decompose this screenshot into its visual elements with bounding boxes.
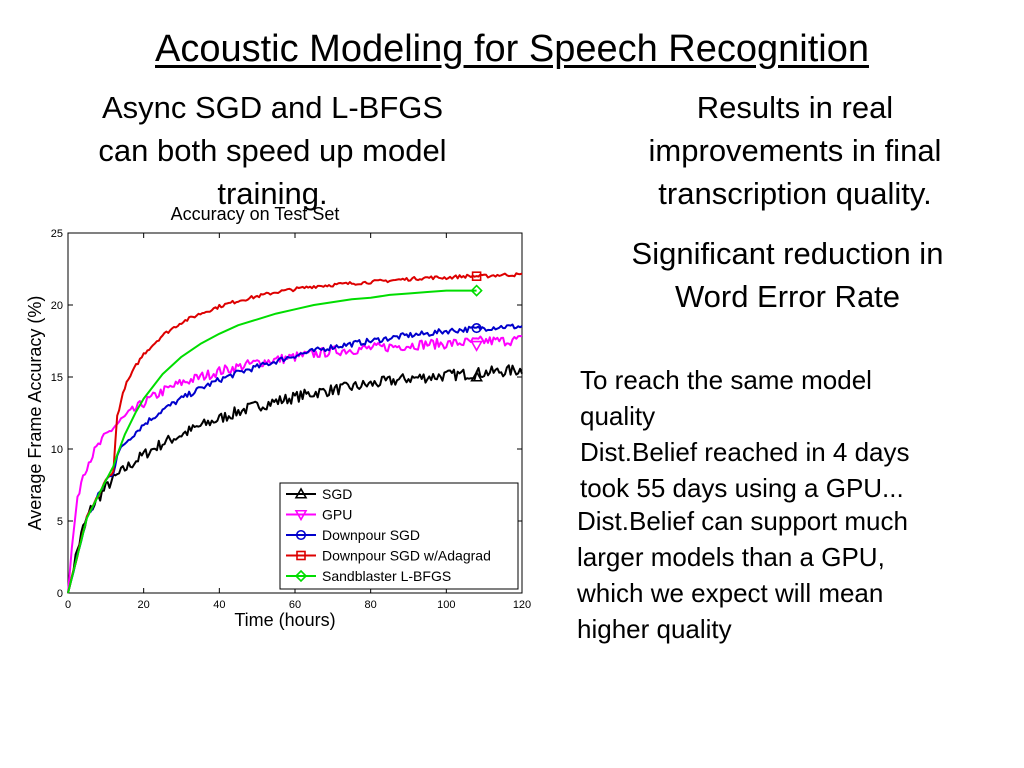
series-marker-downpour-sgd [471, 322, 482, 334]
y-axis-label: Average Frame Accuracy (%) [25, 296, 45, 531]
y-tick-label: 5 [57, 516, 63, 528]
series-marker-downpour-sgd-w-adagrad [471, 271, 482, 281]
legend-label-gpu: GPU [322, 507, 352, 523]
text-line: Word Error Rate [674, 279, 901, 314]
slide-title: Acoustic Modeling for Speech Recognition [155, 28, 869, 70]
legend-marker-gpu [294, 509, 308, 522]
y-tick-label: 25 [51, 228, 63, 240]
y-tick-label: 0 [57, 588, 63, 600]
text-line: took 55 days using a GPU... [580, 473, 904, 503]
legend-marker-downpour-sgd-w-adagrad [296, 550, 306, 561]
legend-label-downpour-sgd-w-adagrad: Downpour SGD w/Adagrad [322, 548, 491, 564]
y-tick-label: 15 [51, 372, 63, 384]
left-summary-text: Async SGD and L-BFGS can both speed up m… [40, 86, 505, 215]
legend-box [279, 482, 519, 590]
text-line: higher quality [577, 614, 732, 644]
x-axis-label: Time (hours) [234, 610, 335, 630]
x-tick-label: 60 [289, 599, 301, 611]
text-line: training. [217, 176, 328, 211]
legend-label-sgd: SGD [322, 486, 352, 502]
x-tick-label: 100 [437, 599, 455, 611]
series-line-gpu [67, 335, 523, 594]
significant-reduction-text: Significant reduction in Word Error Rate [590, 232, 985, 318]
notes-larger-models: Dist.Belief can support much larger mode… [577, 503, 908, 647]
x-tick-label: 0 [65, 599, 71, 611]
series-line-downpour-sgd [67, 323, 523, 594]
text-line: improvements in final [648, 133, 942, 168]
text-line: quality [580, 401, 656, 431]
text-line: transcription quality. [658, 176, 932, 211]
x-tick-label: 20 [138, 599, 150, 611]
legend-marker-downpour-sgd [295, 529, 307, 541]
series-marker-gpu [470, 340, 483, 352]
legend-marker-sgd [294, 487, 308, 499]
series-line-sgd [67, 364, 523, 594]
x-tick-label: 120 [513, 599, 531, 611]
legend-marker-sandblaster-l-bfgs [294, 569, 308, 583]
y-tick-label: 10 [51, 444, 63, 456]
chart-title: Accuracy on Test Set [171, 204, 340, 224]
text-line: To reach the same model [580, 365, 872, 395]
series-marker-sgd [470, 370, 483, 382]
legend-label-sandblaster-l-bfgs: Sandblaster L-BFGS [322, 568, 451, 584]
legend-label-downpour-sgd: Downpour SGD [322, 527, 420, 543]
text-line: Results in real [696, 90, 894, 125]
text-line: Dist.Belief can support much [577, 506, 908, 536]
series-marker-sandblaster-l-bfgs [470, 284, 483, 297]
x-tick-label: 80 [365, 599, 377, 611]
text-line: which we expect will mean [577, 578, 884, 608]
y-tick-label: 20 [51, 300, 63, 312]
series-line-downpour-sgd-w-adagrad [67, 272, 523, 594]
x-tick-label: 40 [213, 599, 225, 611]
text-line: can both speed up model [98, 133, 447, 168]
text-line: larger models than a GPU, [577, 542, 885, 572]
text-line: Significant reduction in [631, 236, 944, 271]
text-line: Async SGD and L-BFGS [101, 90, 444, 125]
right-summary-text: Results in real improvements in final tr… [600, 86, 990, 215]
text-line: Dist.Belief reached in 4 days [580, 437, 910, 467]
series-line-sandblaster-l-bfgs [67, 289, 477, 594]
accuracy-chart: Accuracy on Test Set 0 20 40 60 80 100 120 0 5 10 1… [25, 204, 531, 630]
notes-same-quality: To reach the same model quality Dist.Bel… [580, 362, 910, 506]
